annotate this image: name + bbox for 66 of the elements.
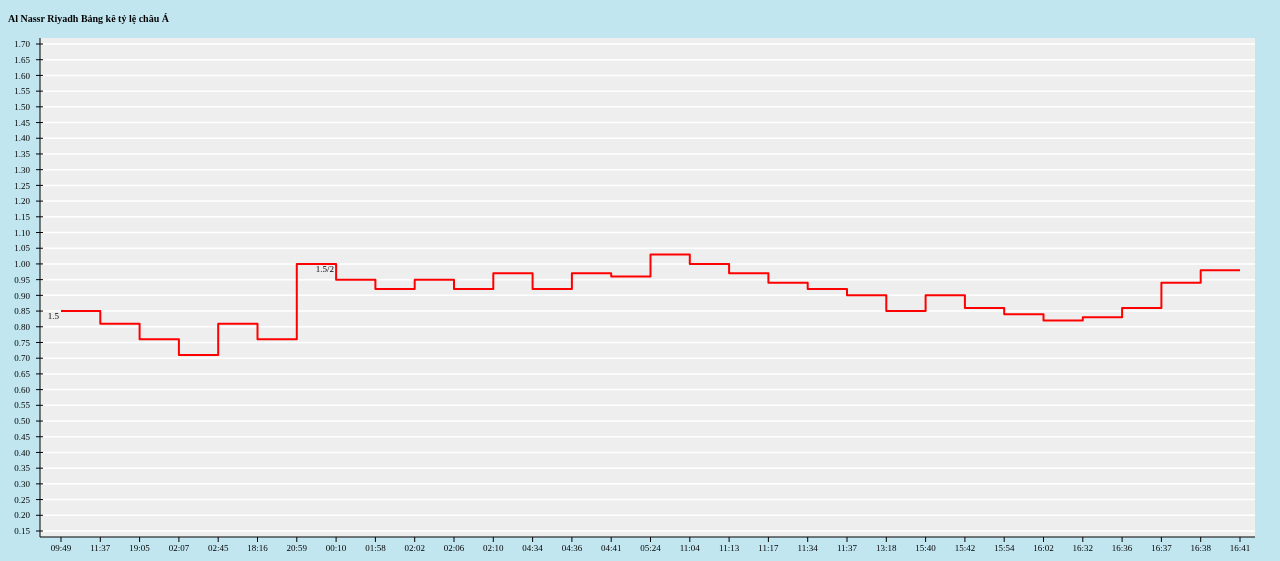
x-tick-label: 11:13 <box>719 543 740 554</box>
y-tick-label: 1.00 <box>14 259 31 270</box>
x-tick-label: 16:36 <box>1111 543 1133 554</box>
y-tick-label: 0.60 <box>14 384 31 395</box>
y-tick-label: 1.50 <box>14 101 31 112</box>
y-tick-label: 0.70 <box>14 353 31 364</box>
x-tick-label: 11:17 <box>758 543 779 554</box>
y-tick-label: 0.50 <box>14 416 31 427</box>
x-tick-label: 19:05 <box>129 543 151 554</box>
x-tick-label: 02:10 <box>483 543 505 554</box>
x-tick-label: 20:59 <box>286 543 308 554</box>
y-tick-label: 1.70 <box>14 39 31 50</box>
x-tick-label: 11:37 <box>836 543 858 554</box>
x-tick-label: 00:10 <box>325 543 347 554</box>
x-tick-label: 02:45 <box>207 543 229 554</box>
x-tick-label: 05:24 <box>640 543 662 554</box>
x-tick-label: 18:16 <box>247 543 269 554</box>
y-tick-label: 1.25 <box>14 180 31 191</box>
y-tick-label: 0.45 <box>14 431 31 442</box>
annotation: 1.5 <box>47 311 60 322</box>
y-tick-label: 1.20 <box>14 196 31 207</box>
x-tick-label: 02:06 <box>443 543 465 554</box>
x-tick-label: 15:42 <box>954 543 976 554</box>
y-tick-label: 0.15 <box>14 526 31 537</box>
x-tick-label: 11:34 <box>797 543 819 554</box>
x-tick-label: 16:37 <box>1151 543 1173 554</box>
x-tick-label: 16:41 <box>1229 543 1251 554</box>
y-tick-label: 0.80 <box>14 321 31 332</box>
x-tick-label: 16:02 <box>1033 543 1054 554</box>
y-tick-label: 0.35 <box>14 463 31 474</box>
y-tick-label: 0.25 <box>14 494 31 505</box>
x-tick-label: 16:38 <box>1190 543 1212 554</box>
x-tick-label: 04:36 <box>561 543 583 554</box>
y-tick-label: 1.30 <box>14 164 31 175</box>
x-tick-label: 13:18 <box>876 543 898 554</box>
x-tick-label: 04:34 <box>522 543 544 554</box>
y-tick-label: 0.30 <box>14 479 31 490</box>
y-tick-label: 0.95 <box>14 274 31 285</box>
y-tick-label: 0.65 <box>14 369 31 380</box>
x-tick-label: 15:40 <box>915 543 937 554</box>
x-tick-label: 09:49 <box>50 543 72 554</box>
y-tick-label: 0.55 <box>14 400 31 411</box>
y-tick-label: 0.75 <box>14 337 31 348</box>
y-tick-label: 1.10 <box>14 227 31 238</box>
y-tick-label: 1.45 <box>14 117 31 128</box>
y-tick-label: 0.85 <box>14 306 31 317</box>
y-tick-label: 1.35 <box>14 149 31 160</box>
x-tick-label: 11:04 <box>679 543 701 554</box>
x-tick-label: 15:54 <box>993 543 1015 554</box>
y-tick-label: 0.40 <box>14 447 31 458</box>
y-tick-label: 0.90 <box>14 290 31 301</box>
y-tick-label: 0.20 <box>14 510 31 521</box>
x-tick-label: 02:07 <box>168 543 190 554</box>
x-tick-label: 04:41 <box>600 543 622 554</box>
x-tick-label: 11:37 <box>90 543 111 554</box>
x-tick-label: 02:02 <box>404 543 425 554</box>
chart-title: Al Nassr Riyadh Bảng kê tỷ lệ châu Á <box>8 13 170 24</box>
x-tick-label: 01:58 <box>365 543 387 554</box>
y-tick-label: 1.60 <box>14 70 31 81</box>
y-tick-label: 1.05 <box>14 243 31 254</box>
annotation: 1.5/2 <box>315 264 335 275</box>
y-tick-label: 1.15 <box>14 211 31 222</box>
y-tick-label: 1.55 <box>14 86 31 97</box>
x-tick-label: 16:32 <box>1072 543 1094 554</box>
y-tick-label: 1.65 <box>14 54 31 65</box>
y-tick-label: 1.40 <box>14 133 31 144</box>
